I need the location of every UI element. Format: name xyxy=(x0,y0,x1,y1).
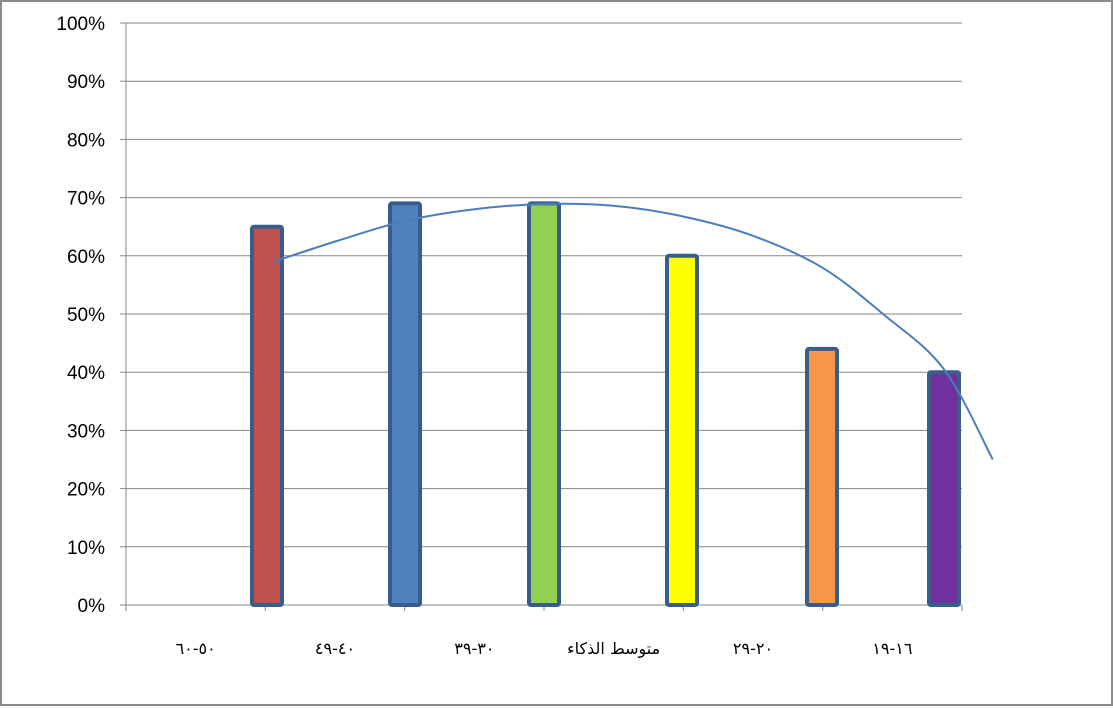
bars xyxy=(250,201,961,608)
x-tick-label: متوسط الذكاء xyxy=(567,639,660,659)
y-tick-label: 20% xyxy=(67,480,105,501)
y-tick-label: 100% xyxy=(56,14,105,35)
bar-5 xyxy=(805,346,839,607)
y-tick-label: 30% xyxy=(67,421,105,442)
y-tick-label: 0% xyxy=(78,596,106,617)
y-tick-label: 10% xyxy=(67,538,105,559)
x-tick-label: ٣٠-٣٩ xyxy=(454,639,494,658)
x-tick-label: ٤٠-٤٩ xyxy=(315,639,355,658)
y-tick-label: 60% xyxy=(67,247,105,268)
y-tick-label: 80% xyxy=(67,130,105,151)
bar-1 xyxy=(250,224,284,607)
trendline xyxy=(273,202,994,460)
y-tick-label: 50% xyxy=(67,305,105,326)
x-tick-label: ١٦-١٩ xyxy=(872,639,912,658)
x-axis-tick-labels: ٥٠-٦٠ ٤٠-٤٩ ٣٠-٣٩ متوسط الذكاء ٢٠-٢٩ ١٦-١٩ xyxy=(176,639,913,659)
x-tick-label: ٢٠-٢٩ xyxy=(733,639,773,658)
y-tick-label: 40% xyxy=(67,363,105,384)
y-axis-tick-labels: 0% 10% 20% 30% 40% 50% 60% 70% 80% 90% 100% xyxy=(56,14,105,617)
trendline-curve xyxy=(273,202,994,460)
bar-4 xyxy=(665,253,699,608)
bar-6 xyxy=(927,370,961,608)
x-tick-label: ٥٠-٦٠ xyxy=(176,639,216,658)
bar-2 xyxy=(388,201,422,607)
y-tick-label: 70% xyxy=(67,189,105,210)
bar-3 xyxy=(527,201,561,607)
y-tick-label: 90% xyxy=(67,72,105,93)
